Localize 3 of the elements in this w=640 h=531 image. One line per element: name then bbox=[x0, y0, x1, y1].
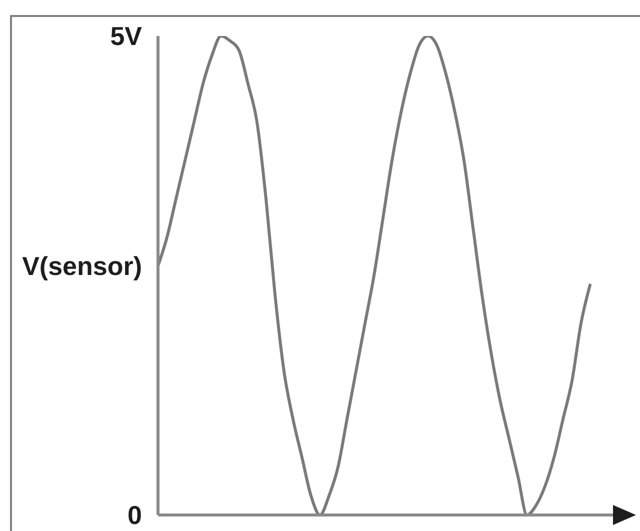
y-tick-label: 5V bbox=[110, 21, 143, 51]
y-tick-label: V(sensor) bbox=[22, 250, 142, 281]
y-tick-label: 0 bbox=[128, 500, 142, 530]
